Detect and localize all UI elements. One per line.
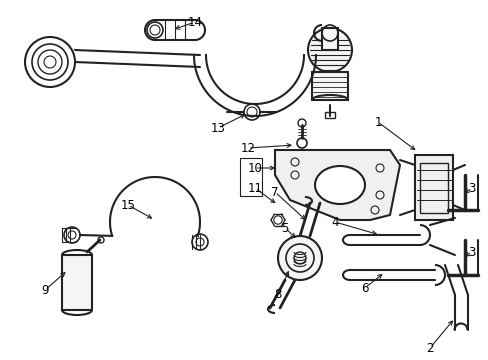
Bar bbox=[311, 72, 347, 100]
Bar bbox=[325, 112, 334, 118]
Text: 11: 11 bbox=[247, 181, 262, 194]
Text: 13: 13 bbox=[210, 122, 225, 135]
Text: 3: 3 bbox=[468, 246, 475, 258]
Text: 14: 14 bbox=[187, 15, 202, 28]
Circle shape bbox=[278, 236, 321, 280]
Text: 15: 15 bbox=[121, 198, 135, 212]
Polygon shape bbox=[274, 150, 399, 220]
Bar bbox=[62, 255, 92, 310]
Text: 2: 2 bbox=[426, 342, 433, 355]
Text: 3: 3 bbox=[468, 181, 475, 194]
Text: 1: 1 bbox=[373, 116, 381, 129]
Bar bbox=[419, 163, 447, 213]
Bar bbox=[414, 155, 452, 220]
Text: 5: 5 bbox=[281, 221, 288, 234]
Circle shape bbox=[307, 28, 351, 72]
Text: 4: 4 bbox=[330, 216, 338, 229]
Text: 12: 12 bbox=[240, 141, 255, 154]
Text: 10: 10 bbox=[247, 162, 262, 175]
Ellipse shape bbox=[314, 166, 364, 204]
Bar bbox=[240, 158, 262, 196]
Text: 9: 9 bbox=[41, 284, 49, 297]
Text: 6: 6 bbox=[361, 282, 368, 294]
Bar bbox=[321, 28, 337, 50]
Text: 7: 7 bbox=[271, 185, 278, 198]
Text: 8: 8 bbox=[274, 288, 281, 302]
